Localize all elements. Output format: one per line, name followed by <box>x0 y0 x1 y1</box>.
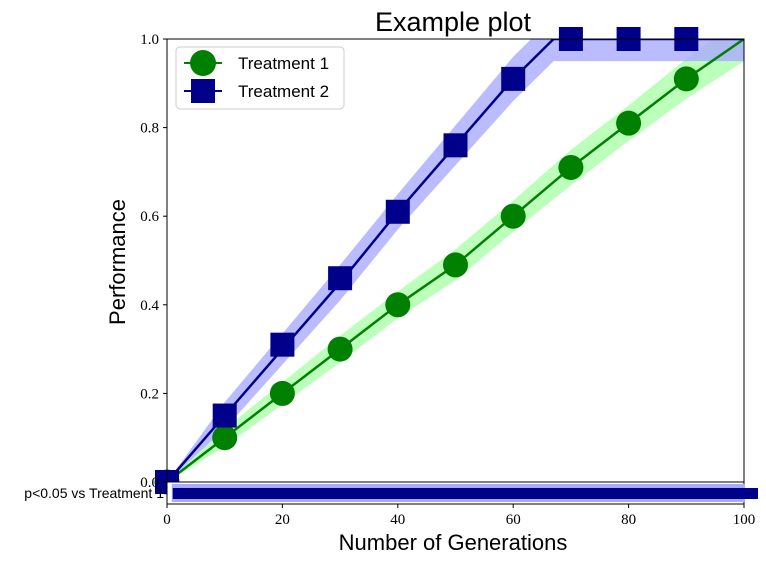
marker-treatment-2-40 <box>385 199 410 224</box>
band-treatment-2 <box>167 39 744 482</box>
legend-label-treatment-1: Treatment 1 <box>238 54 329 73</box>
y-tick-label-0.8: 0.8 <box>140 121 159 137</box>
marker-treatment-1-30 <box>327 336 353 362</box>
y-tick-label-0.6: 0.6 <box>140 209 159 225</box>
marker-treatment-1-80 <box>616 110 642 136</box>
y-tick-label-0.2: 0.2 <box>140 386 159 402</box>
y-tick-label-0.0: 0.0 <box>140 475 159 491</box>
x-axis-ticks: 0 20 40 60 80 100 <box>163 504 755 528</box>
x-tick-label-80: 80 <box>621 512 636 528</box>
significance-label: p<0.05 vs Treatment 1 <box>24 485 164 501</box>
marker-treatment-2-50 <box>443 133 468 158</box>
plot-area <box>154 27 745 495</box>
marker-treatment-1-20 <box>269 380 295 406</box>
marker-treatment-1-60 <box>500 203 526 229</box>
x-axis-label: Number of Generations <box>339 530 568 555</box>
marker-treatment-1-90 <box>673 66 699 92</box>
legend-marker-treatment-1 <box>190 50 216 76</box>
x-tick-label-0: 0 <box>163 512 171 528</box>
marker-treatment-1-50 <box>443 252 468 278</box>
legend-label-treatment-2: Treatment 2 <box>238 82 329 101</box>
legend-marker-treatment-2 <box>191 79 215 103</box>
significance-row: p<0.05 vs Treatment 1 <box>24 481 758 505</box>
y-axis-label: Performance <box>105 199 130 325</box>
x-tick-label-60: 60 <box>506 512 521 528</box>
significance-bar <box>172 488 758 499</box>
series-markers <box>154 27 699 495</box>
marker-treatment-1-10 <box>212 425 238 451</box>
y-tick-label-1.0: 1.0 <box>140 32 159 48</box>
legend: Treatment 1 Treatment 2 <box>175 46 345 110</box>
y-tick-label-0.4: 0.4 <box>140 298 159 314</box>
y-axis-ticks: 0.0 0.2 0.4 0.6 0.8 1.0 <box>140 32 167 491</box>
chart-title: Example plot <box>375 7 532 37</box>
marker-treatment-2-30 <box>328 266 353 291</box>
x-tick-label-20: 20 <box>275 512 290 528</box>
x-tick-label-100: 100 <box>733 512 756 528</box>
marker-treatment-2-20 <box>270 332 295 357</box>
marker-treatment-2-10 <box>212 403 237 428</box>
marker-treatment-2-60 <box>501 66 526 91</box>
marker-treatment-1-70 <box>558 154 584 180</box>
x-tick-label-40: 40 <box>390 512 405 528</box>
line-treatment-2 <box>167 39 744 482</box>
marker-treatment-1-40 <box>385 292 411 318</box>
